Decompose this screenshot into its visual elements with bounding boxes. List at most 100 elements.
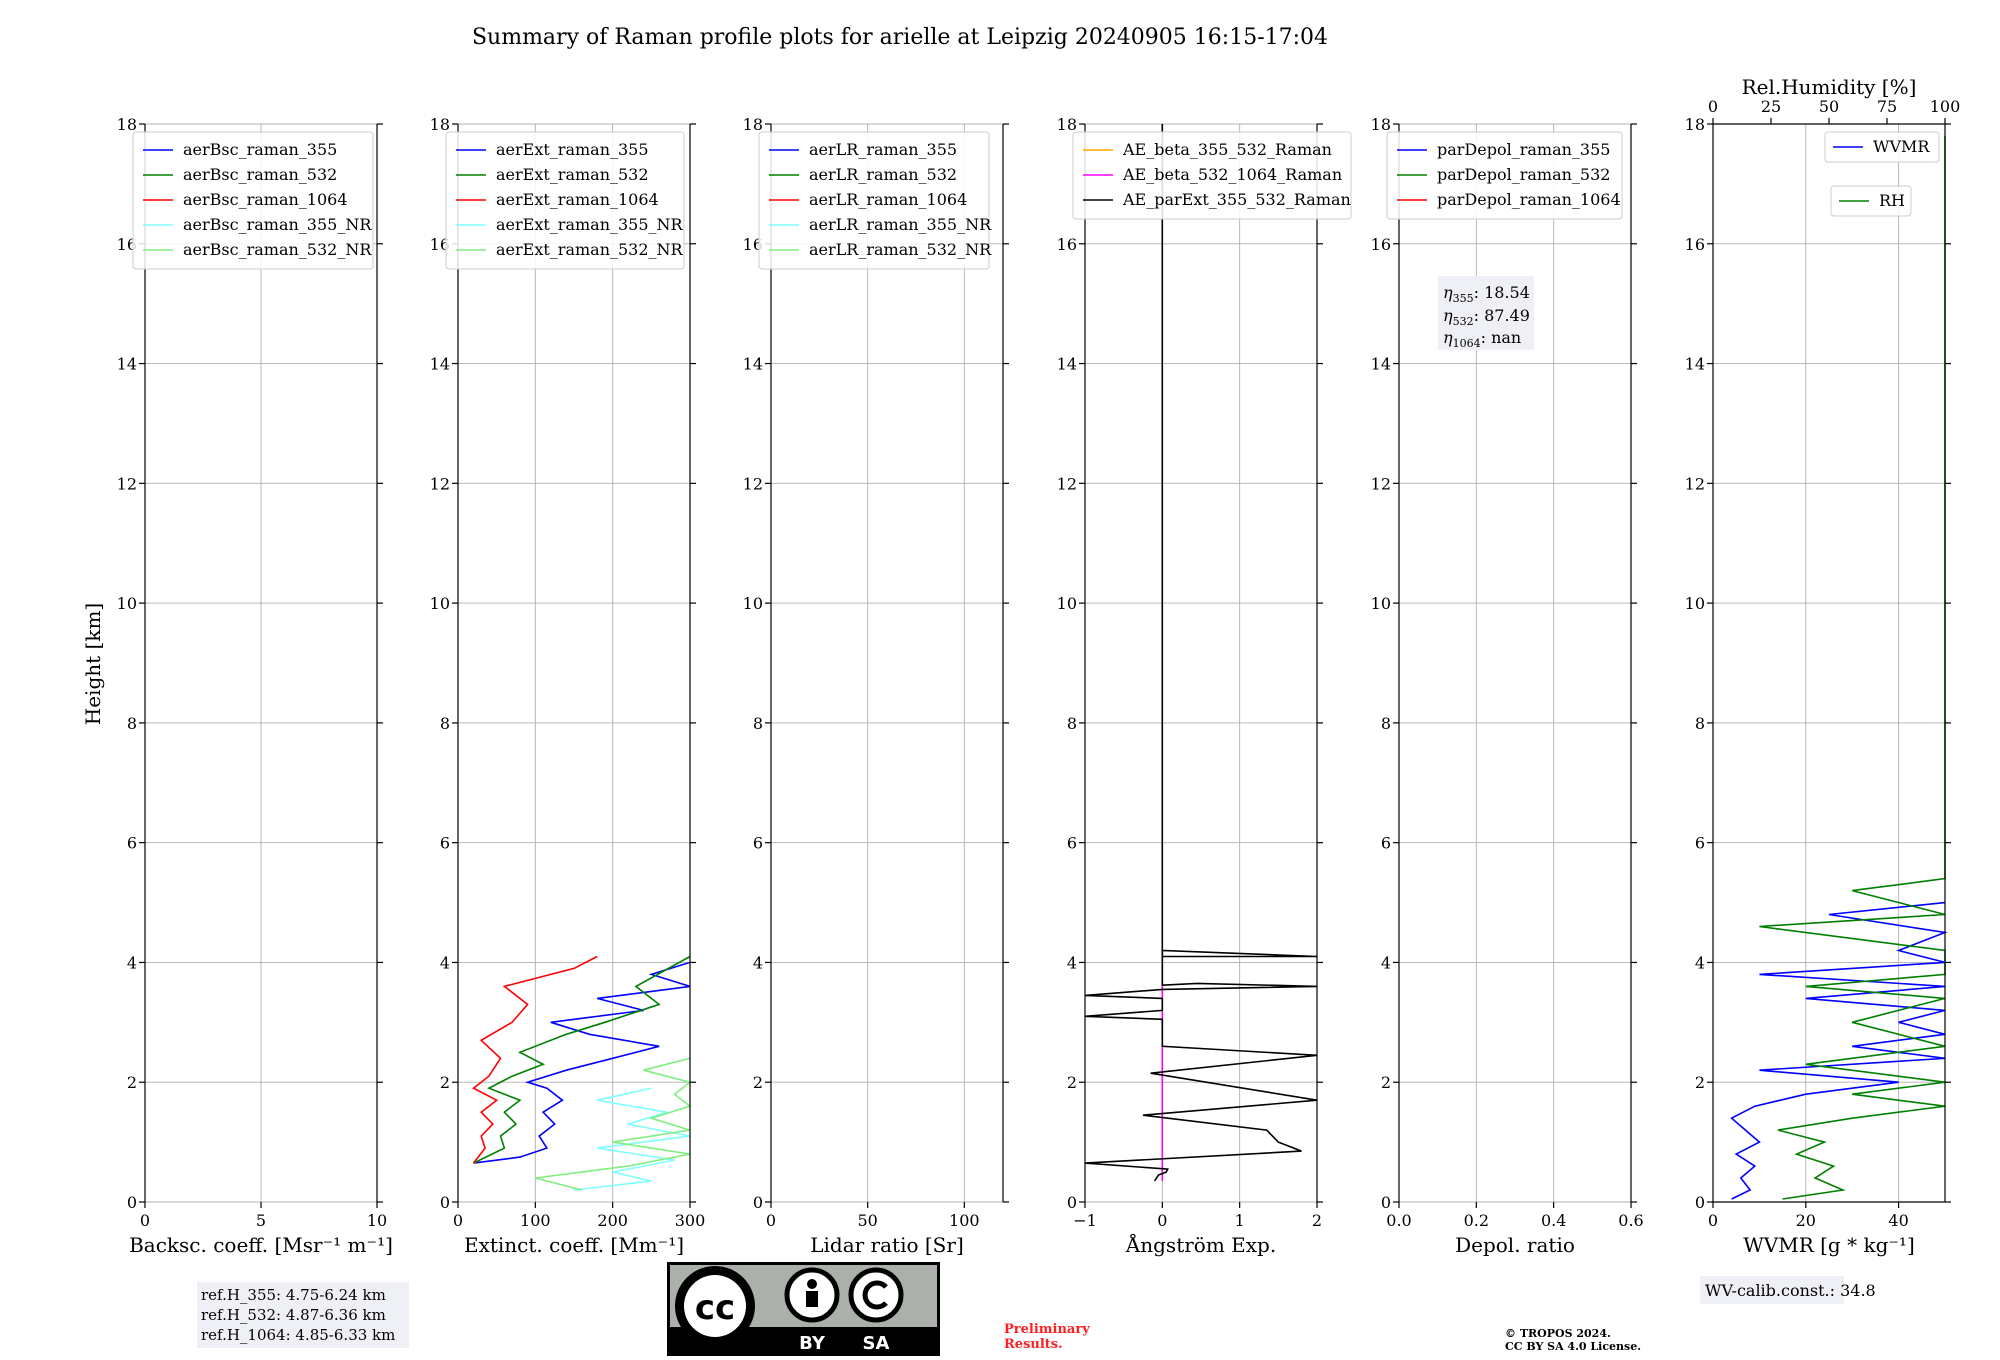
y-tick-label: 0 <box>1067 1193 1077 1212</box>
top-x-tick-label: 100 <box>1930 97 1961 116</box>
legend: parDepol_raman_355 parDepol_raman_532 parD… <box>1386 131 1623 220</box>
panel-lr: 0 2 4 6 8 10 12 14 16 18 0 50 100 Lidar ratio [Sr] aer… <box>743 115 1009 1257</box>
y-tick-label: 10 <box>1371 594 1391 613</box>
y-tick-label: 10 <box>117 594 137 613</box>
y-tick-label: 16 <box>1371 235 1391 254</box>
y-tick-label: 8 <box>1067 714 1077 733</box>
cc-circle-inner <box>684 1275 746 1337</box>
y-tick-label: 8 <box>1381 714 1391 733</box>
series-line-aerExt_raman_532_NR <box>535 1057 692 1191</box>
eta-532-label: η532: 87.49 <box>1443 306 1530 328</box>
legend-entry: aerBsc_raman_355_NR <box>183 215 372 234</box>
y-tick-label: 6 <box>440 834 450 853</box>
y-tick-label: 6 <box>753 834 763 853</box>
y-tick-label: 4 <box>1067 953 1077 972</box>
y-tick-label: 18 <box>430 115 450 134</box>
ref-height-box: ref.H_355: 4.75-6.24 km ref.H_532: 4.87-6… <box>197 1282 409 1348</box>
ref-height-line: ref.H_1064: 4.85-6.33 km <box>201 1326 395 1344</box>
x-tick-label: 0 <box>1708 1211 1718 1230</box>
legend: WVMR RH <box>1824 131 1940 217</box>
x-tick-label: 0.0 <box>1386 1211 1411 1230</box>
x-axis-label: Depol. ratio <box>1455 1233 1575 1257</box>
legend-frame <box>758 131 990 270</box>
eta-1064-label: η1064: nan <box>1443 328 1521 350</box>
y-tick-label: 0 <box>1695 1193 1705 1212</box>
y-tick-label: 18 <box>1057 115 1077 134</box>
y-tick-label: 4 <box>440 953 450 972</box>
legend-entry: AE_parExt_355_532_Raman <box>1122 190 1351 209</box>
figure-title: Summary of Raman profile plots for ariel… <box>472 25 1328 50</box>
legend-frame <box>132 131 374 270</box>
y-tick-label: 8 <box>440 714 450 733</box>
series-line-aerExt_raman_355_NR <box>573 1087 691 1191</box>
legend-entry: AE_beta_355_532_Raman <box>1122 140 1332 159</box>
y-tick-label: 6 <box>1381 834 1391 853</box>
legend-entry: aerExt_raman_1064 <box>496 190 659 209</box>
y-tick-label: 6 <box>1067 834 1077 853</box>
wv-calib-box: WV-calib.const.: 34.8 <box>1700 1276 1876 1304</box>
legend-entry: aerLR_raman_532_NR <box>809 240 992 259</box>
legend-entry: aerBsc_raman_355 <box>183 140 337 159</box>
y-tick-label: 4 <box>127 953 137 972</box>
preliminary-label-2: Results. <box>1004 1337 1063 1352</box>
y-tick-label: 4 <box>1381 953 1391 972</box>
series-line-aerExt_raman_532 <box>473 955 691 1164</box>
y-tick-label: 12 <box>430 474 450 493</box>
legend-frame <box>1386 131 1623 220</box>
y-tick-label: 8 <box>127 714 137 733</box>
x-tick-label: 20 <box>1796 1211 1816 1230</box>
top-x-axis-label: Rel.Humidity [%] <box>1742 75 1917 99</box>
y-tick-label: 2 <box>440 1073 450 1092</box>
y-tick-label: 14 <box>1371 355 1391 374</box>
x-tick-label: 200 <box>597 1211 628 1230</box>
legend-frame-rh <box>1830 185 1912 217</box>
y-tick-label: 16 <box>117 235 137 254</box>
x-tick-label: 0 <box>1157 1211 1167 1230</box>
top-x-tick-label: 50 <box>1819 97 1839 116</box>
series-line-aerExt_raman_355 <box>473 961 691 1164</box>
legend-entry: aerExt_raman_355_NR <box>496 215 684 234</box>
x-tick-label: 1 <box>1235 1211 1245 1230</box>
x-tick-label: 0.2 <box>1464 1211 1489 1230</box>
y-tick-label: 0 <box>127 1193 137 1212</box>
y-tick-label: 12 <box>1371 474 1391 493</box>
y-tick-label: 4 <box>753 953 763 972</box>
y-tick-label: 14 <box>1057 355 1077 374</box>
panel-bsc: 0 2 4 6 8 10 12 14 16 18 0 5 10 Backsc. coeff. [Msr⁻¹… <box>117 115 393 1257</box>
y-tick-label: 14 <box>743 355 763 374</box>
x-axis-label: Extinct. coeff. [Mm⁻¹] <box>464 1233 684 1257</box>
y-tick-label: 8 <box>753 714 763 733</box>
y-tick-label: 18 <box>1371 115 1391 134</box>
legend-entry: parDepol_raman_1064 <box>1437 190 1621 209</box>
legend-entry: AE_beta_532_1064_Raman <box>1122 165 1342 184</box>
x-tick-label: 100 <box>520 1211 551 1230</box>
y-tick-label: 16 <box>1685 235 1705 254</box>
x-tick-label: 0 <box>453 1211 463 1230</box>
series-group <box>472 955 692 1191</box>
ref-height-bg <box>197 1282 409 1348</box>
legend-entry: aerExt_raman_532_NR <box>496 240 684 259</box>
x-tick-label: 50 <box>857 1211 877 1230</box>
panel-ext: 0 2 4 6 8 10 12 14 16 18 0 100 200 300 Extinct. coeff.… <box>430 115 706 1257</box>
y-axis-label: Height [km] <box>81 603 105 725</box>
y-tick-label: 10 <box>1685 594 1705 613</box>
y-tick-label: 14 <box>430 355 450 374</box>
x-tick-label: 0.6 <box>1618 1211 1643 1230</box>
legend-entry: aerLR_raman_1064 <box>809 190 967 209</box>
y-tick-label: 14 <box>1685 355 1705 374</box>
y-tick-label: 16 <box>430 235 450 254</box>
by-label: BY <box>799 1333 826 1354</box>
legend-entry: WVMR <box>1873 137 1930 156</box>
y-tick-label: 2 <box>1695 1073 1705 1092</box>
legend-frame <box>445 131 685 270</box>
top-x-tick-label: 0 <box>1708 97 1718 116</box>
y-tick-label: 0 <box>753 1193 763 1212</box>
sa-label: SA <box>863 1333 890 1354</box>
x-tick-label: 5 <box>256 1211 266 1230</box>
y-tick-label: 12 <box>743 474 763 493</box>
y-tick-label: 14 <box>117 355 137 374</box>
